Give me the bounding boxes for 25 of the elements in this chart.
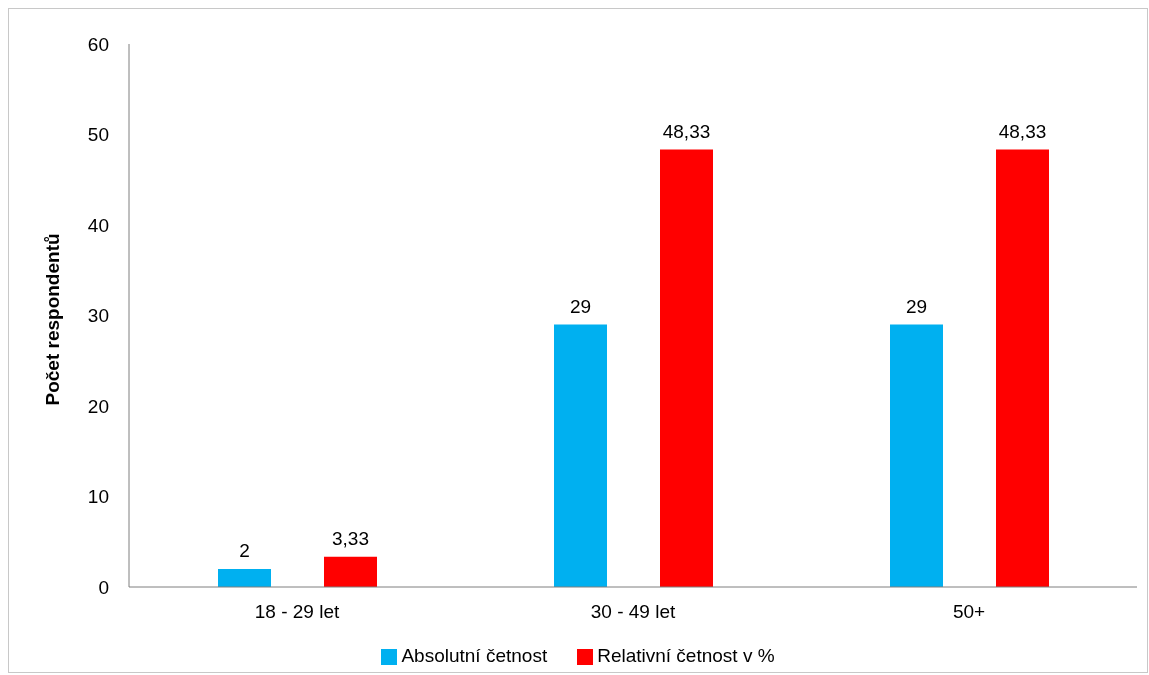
x-tick-label: 50+ — [952, 601, 986, 623]
y-tick-label: 0 — [98, 576, 109, 598]
bar — [996, 149, 1049, 587]
y-tick-label: 50 — [87, 124, 109, 146]
x-tick-label: 18 - 29 let — [254, 601, 340, 623]
bar — [218, 568, 271, 587]
data-label: 2 — [239, 539, 250, 561]
legend-label: Relativní četnost v % — [597, 645, 775, 666]
bar — [324, 556, 377, 587]
data-label: 48,33 — [998, 120, 1047, 142]
y-tick-label: 60 — [87, 33, 109, 55]
y-axis-title: Počet respondentů — [41, 233, 63, 406]
data-label: 29 — [569, 295, 592, 317]
data-label: 3,33 — [332, 527, 369, 549]
bar — [890, 324, 943, 587]
bar — [660, 149, 713, 587]
data-label: 48,33 — [662, 120, 711, 142]
legend-label: Absolutní četnost — [401, 645, 548, 666]
y-tick-label: 40 — [87, 214, 109, 236]
y-tick-label: 10 — [87, 486, 109, 508]
data-label: 29 — [905, 295, 928, 317]
bar — [554, 324, 607, 587]
x-tick-label: 30 - 49 let — [590, 601, 676, 623]
y-tick-label: 20 — [87, 395, 109, 417]
y-tick-label: 30 — [87, 305, 109, 327]
